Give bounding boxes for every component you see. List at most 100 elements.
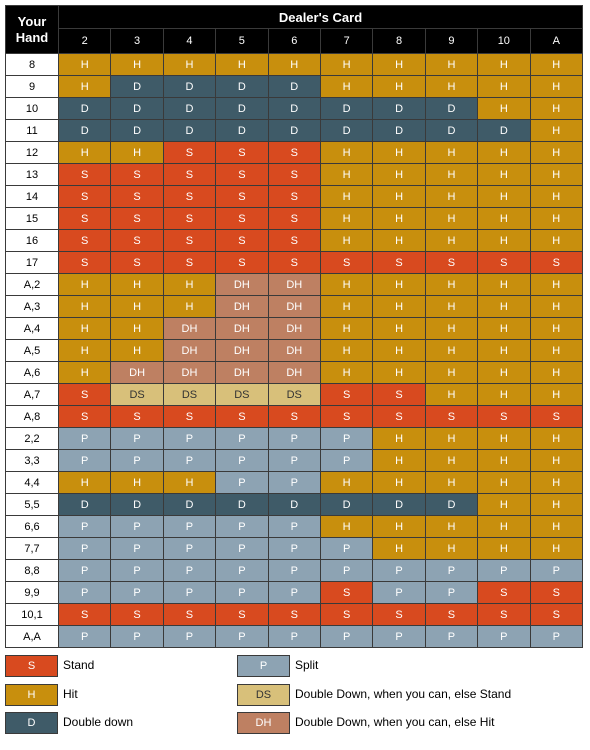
action-cell: H <box>529 427 584 450</box>
action-cell: D <box>162 493 217 516</box>
action-cell: H <box>372 471 426 494</box>
action-cell: H <box>477 207 531 230</box>
action-cell: H <box>529 163 584 186</box>
action-cell: H <box>110 295 164 318</box>
action-cell: H <box>529 383 584 406</box>
action-cell: H <box>57 141 112 164</box>
action-cell: S <box>110 603 164 626</box>
action-cell: D <box>110 119 164 142</box>
action-cell: P <box>215 515 269 538</box>
action-cell: P <box>162 537 217 560</box>
action-cell: D <box>215 493 269 516</box>
action-cell: S <box>477 581 531 604</box>
action-cell: D <box>162 97 217 120</box>
action-cell: H <box>372 141 426 164</box>
action-cell: S <box>372 603 426 626</box>
action-cell: S <box>110 229 164 252</box>
action-cell: H <box>110 339 164 362</box>
legend-swatch: H <box>5 684 58 706</box>
action-cell: DH <box>162 361 217 384</box>
action-cell: H <box>110 273 164 296</box>
action-cell: S <box>477 603 531 626</box>
action-cell: D <box>57 119 112 142</box>
table-row: 10,1 S S S S S S S S S S <box>5 603 584 626</box>
action-cell: DS <box>267 383 321 406</box>
strategy-table-body: 8 H H H H H H H H H H 9 H D D D D H H H H H 10 D D D D D D D D H H 11 D D D D… <box>5 53 584 648</box>
action-cell: H <box>424 449 479 472</box>
action-cell: P <box>110 625 164 648</box>
table-row: 6,6 P P P P P H H H H H <box>5 515 584 538</box>
table-row: A,8 S S S S S S S S S S <box>5 405 584 428</box>
action-cell: H <box>372 53 426 76</box>
action-cell: S <box>424 251 479 274</box>
action-cell: P <box>267 515 321 538</box>
action-cell: H <box>529 361 584 384</box>
action-cell: D <box>319 119 374 142</box>
legend-swatch: P <box>237 655 290 677</box>
action-cell: D <box>424 119 479 142</box>
action-cell: S <box>110 163 164 186</box>
dealer-card-7: 7 <box>319 28 374 54</box>
action-cell: H <box>372 449 426 472</box>
action-cell: D <box>110 493 164 516</box>
action-cell: P <box>162 559 217 582</box>
hand-label: 14 <box>5 185 59 208</box>
action-cell: D <box>110 97 164 120</box>
action-cell: P <box>477 625 531 648</box>
action-cell: P <box>319 427 374 450</box>
table-row: 14 S S S S S H H H H H <box>5 185 584 208</box>
action-cell: H <box>424 141 479 164</box>
action-cell: P <box>267 559 321 582</box>
action-cell: DH <box>215 339 269 362</box>
action-cell: S <box>57 207 112 230</box>
action-cell: H <box>372 339 426 362</box>
action-cell: H <box>319 273 374 296</box>
action-cell: H <box>372 317 426 340</box>
action-cell: H <box>477 427 531 450</box>
action-cell: P <box>57 625 112 648</box>
action-cell: P <box>372 625 426 648</box>
action-cell: P <box>57 581 112 604</box>
action-cell: H <box>57 317 112 340</box>
action-cell: P <box>267 625 321 648</box>
action-cell: S <box>162 207 217 230</box>
action-cell: S <box>162 141 217 164</box>
action-cell: S <box>57 229 112 252</box>
table-row: 10 D D D D D D D D H H <box>5 97 584 120</box>
action-cell: H <box>372 229 426 252</box>
hand-label: 8,8 <box>5 559 59 582</box>
table-row: A,7 S DS DS DS DS S S H H H <box>5 383 584 406</box>
table-row: 7,7 P P P P P P H H H H <box>5 537 584 560</box>
hand-label: 2,2 <box>5 427 59 450</box>
action-cell: H <box>319 229 374 252</box>
table-row: 4,4 H H H P P H H H H H <box>5 471 584 494</box>
action-cell: H <box>477 383 531 406</box>
action-cell: H <box>372 207 426 230</box>
action-cell: P <box>162 427 217 450</box>
action-cell: H <box>319 317 374 340</box>
action-cell: S <box>162 185 217 208</box>
action-cell: H <box>529 273 584 296</box>
action-cell: H <box>57 75 112 98</box>
action-cell: D <box>215 119 269 142</box>
action-cell: H <box>477 361 531 384</box>
action-cell: D <box>57 493 112 516</box>
action-cell: DH <box>215 317 269 340</box>
action-cell: H <box>162 53 217 76</box>
action-cell: H <box>319 515 374 538</box>
hand-label: 12 <box>5 141 59 164</box>
action-cell: S <box>57 251 112 274</box>
action-cell: S <box>529 251 584 274</box>
action-cell: D <box>424 97 479 120</box>
action-cell: S <box>162 405 217 428</box>
table-row: A,4 H H DH DH DH H H H H H <box>5 317 584 340</box>
action-cell: P <box>424 559 479 582</box>
action-cell: DH <box>215 295 269 318</box>
action-cell: P <box>267 471 321 494</box>
legend-swatch: D <box>5 712 58 734</box>
hand-label: 10 <box>5 97 59 120</box>
action-cell: H <box>424 515 479 538</box>
action-cell: H <box>477 273 531 296</box>
action-cell: H <box>57 471 112 494</box>
action-cell: P <box>110 427 164 450</box>
